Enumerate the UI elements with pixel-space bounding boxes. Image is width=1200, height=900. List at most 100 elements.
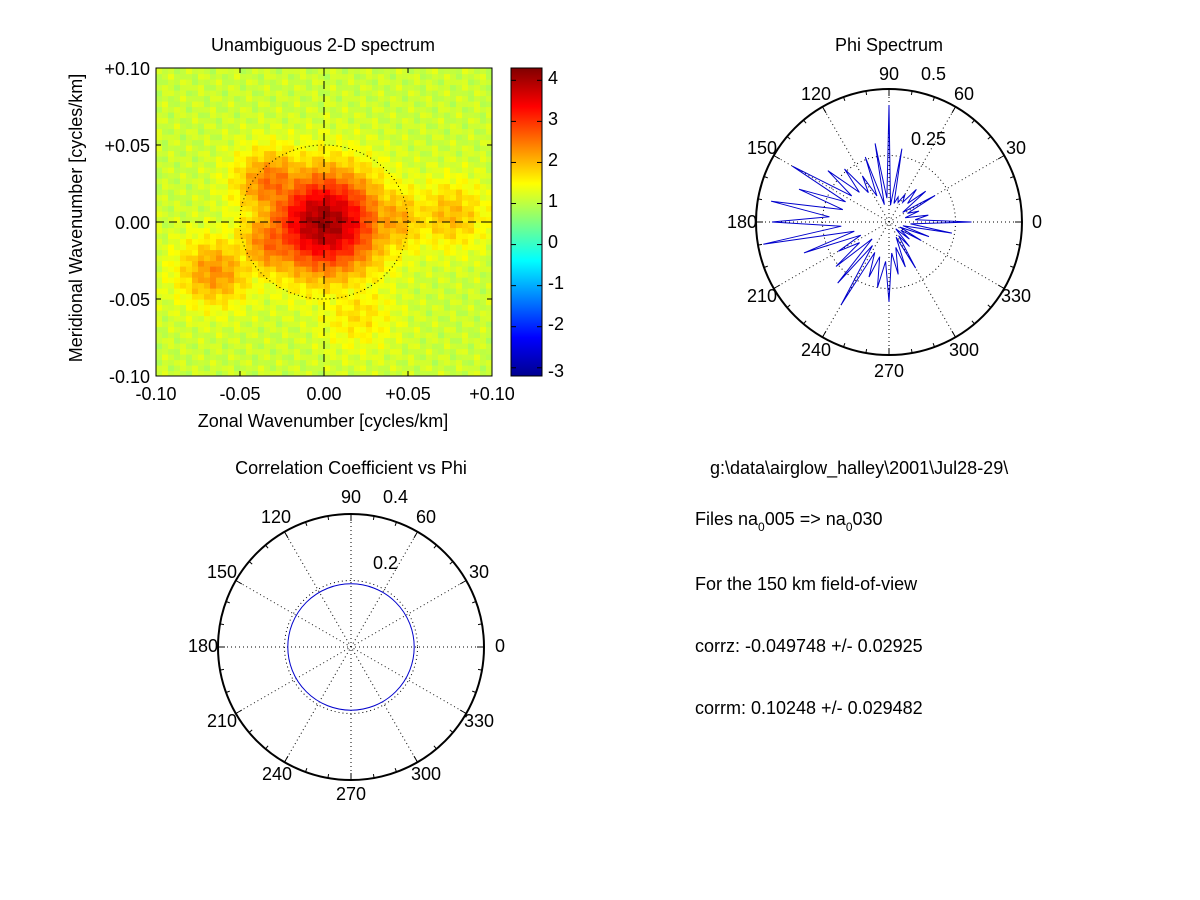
heatmap-cell bbox=[276, 101, 283, 108]
heatmap-cell bbox=[270, 178, 277, 185]
heatmap-cell bbox=[168, 183, 175, 190]
heatmap-cell bbox=[318, 172, 325, 179]
heatmap-cell bbox=[270, 189, 277, 196]
heatmap-cell bbox=[468, 139, 475, 146]
heatmap-cell bbox=[426, 321, 433, 328]
heatmap-cell bbox=[192, 156, 199, 163]
heatmap-cell bbox=[192, 150, 199, 157]
heatmap-cell bbox=[258, 178, 265, 185]
heatmap-cell bbox=[228, 79, 235, 86]
heatmap-cell bbox=[396, 332, 403, 339]
heatmap-cell bbox=[192, 271, 199, 278]
heatmap-cell bbox=[336, 156, 343, 163]
heatmap-cell bbox=[156, 244, 163, 251]
heatmap-cell bbox=[228, 216, 235, 223]
heatmap-cell bbox=[432, 255, 439, 262]
heatmap-cell bbox=[162, 145, 169, 152]
heatmap-cell bbox=[234, 150, 241, 157]
heatmap-cell bbox=[444, 216, 451, 223]
heatmap-cell bbox=[294, 227, 301, 234]
heatmap-cell bbox=[210, 359, 217, 366]
heatmap-cell bbox=[174, 150, 181, 157]
heatmap-cell bbox=[216, 238, 223, 245]
heatmap-cell bbox=[426, 156, 433, 163]
heatmap-cell bbox=[318, 238, 325, 245]
heatmap-cell bbox=[390, 128, 397, 135]
heatmap-cell bbox=[240, 348, 247, 355]
heatmap-cell bbox=[162, 194, 169, 201]
heatmap-cell bbox=[186, 315, 193, 322]
heatmap-cell bbox=[312, 310, 319, 317]
heatmap-cell bbox=[486, 178, 492, 185]
heatmap-cell bbox=[414, 106, 421, 113]
heatmap-cell bbox=[246, 189, 253, 196]
heatmap-cell bbox=[168, 79, 175, 86]
heatmap-cell bbox=[234, 79, 241, 86]
heatmap-cell bbox=[186, 145, 193, 152]
heatmap-cell bbox=[222, 128, 229, 135]
polar-tick bbox=[235, 580, 243, 585]
heatmap-cell bbox=[462, 359, 469, 366]
heatmap-cell bbox=[348, 354, 355, 361]
heatmap-cell bbox=[174, 321, 181, 328]
heatmap-cell bbox=[270, 183, 277, 190]
heatmap-cell bbox=[168, 205, 175, 212]
heatmap-cell bbox=[156, 95, 163, 102]
heatmap-cell bbox=[468, 244, 475, 251]
heatmap-cell bbox=[204, 178, 211, 185]
heatmap-cell bbox=[360, 277, 367, 284]
heatmap-cell bbox=[282, 112, 289, 119]
heatmap-cell bbox=[456, 249, 463, 256]
heatmap-cell bbox=[168, 348, 175, 355]
heatmap-cell bbox=[330, 106, 337, 113]
heatmap-cell bbox=[390, 277, 397, 284]
heatmap-cell bbox=[264, 167, 271, 174]
heatmap-cell bbox=[240, 282, 247, 289]
heatmap-cell bbox=[444, 139, 451, 146]
heatmap-cell bbox=[480, 101, 487, 108]
heatmap-cell bbox=[474, 200, 481, 207]
heatmap-cell bbox=[162, 337, 169, 344]
heatmap-cell bbox=[456, 194, 463, 201]
heatmap-cell bbox=[240, 238, 247, 245]
heatmap-cell bbox=[234, 90, 241, 97]
heatmap-cell bbox=[282, 222, 289, 229]
polar-tick bbox=[225, 690, 230, 693]
heatmap-cell bbox=[402, 79, 409, 86]
heatmap-cell bbox=[276, 266, 283, 273]
heatmap-cell bbox=[444, 271, 451, 278]
polar-tick bbox=[305, 521, 308, 526]
heatmap-cell bbox=[300, 90, 307, 97]
heatmap-cell bbox=[468, 288, 475, 295]
heatmap-cell bbox=[246, 161, 253, 168]
heatmap-cell bbox=[300, 299, 307, 306]
heatmap-cell bbox=[216, 282, 223, 289]
heatmap-cell bbox=[240, 315, 247, 322]
heatmap-cell bbox=[474, 288, 481, 295]
heatmap-cell bbox=[156, 200, 163, 207]
polar-tick bbox=[803, 119, 807, 124]
heatmap-cell bbox=[456, 315, 463, 322]
heatmap-cell bbox=[312, 117, 319, 124]
heatmap-cell bbox=[240, 123, 247, 130]
heatmap-cell bbox=[288, 348, 295, 355]
heatmap-cell bbox=[210, 183, 217, 190]
heatmap-cell bbox=[468, 293, 475, 300]
heatmap-cell bbox=[348, 343, 355, 350]
heatmap-cell bbox=[474, 321, 481, 328]
heatmap-cell bbox=[432, 365, 439, 372]
heatmap-cell bbox=[228, 315, 235, 322]
heatmap-cell bbox=[294, 370, 301, 376]
colorbar-tick-2: 2 bbox=[548, 150, 558, 170]
heatmap-cell bbox=[300, 161, 307, 168]
heatmap-cell bbox=[186, 321, 193, 328]
heatmap-cell bbox=[444, 101, 451, 108]
heatmap-cell bbox=[342, 194, 349, 201]
heatmap-cell bbox=[396, 139, 403, 146]
heatmap-cell bbox=[342, 106, 349, 113]
heatmap-cell bbox=[282, 337, 289, 344]
heatmap-cell bbox=[330, 238, 337, 245]
heatmap-cell bbox=[480, 128, 487, 135]
heatmap-cell bbox=[336, 282, 343, 289]
heatmap-cell bbox=[252, 266, 259, 273]
